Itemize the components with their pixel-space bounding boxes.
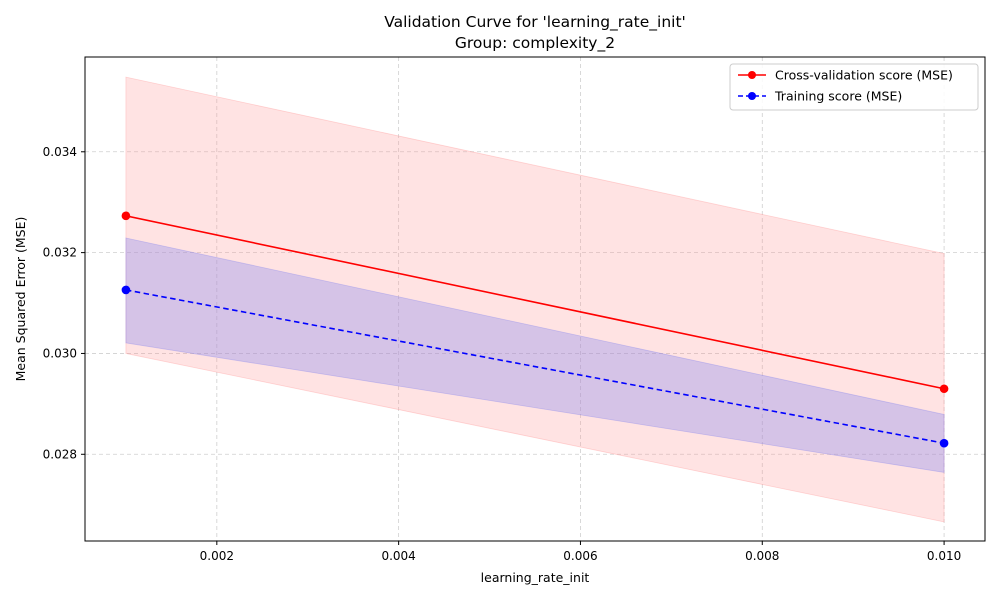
legend-swatch-train-marker <box>748 92 756 100</box>
cv-score-point <box>121 211 131 221</box>
legend-swatch-cv-marker <box>748 71 756 79</box>
training-score-point <box>121 285 131 295</box>
y-tick-label: 0.034 <box>43 145 77 159</box>
legend-box <box>729 63 979 111</box>
cv-std-band <box>125 76 945 523</box>
x-tick-label: 0.010 <box>927 549 961 563</box>
training-std-band <box>125 237 945 473</box>
y-axis-label: Mean Squared Error (MSE) <box>13 217 28 382</box>
legend: Cross-validation score (MSE) Training sc… <box>729 63 979 111</box>
legend-label-cv: Cross-validation score (MSE) <box>775 68 953 83</box>
y-tick-label: 0.030 <box>43 346 77 360</box>
legend-label-train: Training score (MSE) <box>774 89 902 104</box>
cv-score-line <box>125 215 945 390</box>
grid <box>85 57 985 541</box>
x-tick-label: 0.008 <box>745 549 779 563</box>
y-axis-ticks: 0.028 0.030 0.032 0.034 <box>43 145 85 461</box>
training-score-point <box>939 438 949 448</box>
cv-score-point <box>939 384 949 394</box>
x-tick-label: 0.006 <box>563 549 597 563</box>
training-score-line <box>125 289 945 444</box>
chart-subtitle: Group: complexity_2 <box>455 34 615 53</box>
y-tick-label: 0.028 <box>43 447 77 461</box>
x-axis-label: learning_rate_init <box>481 570 590 585</box>
plot-frame <box>84 56 986 542</box>
series-markers <box>121 211 949 448</box>
series-lines <box>125 215 945 444</box>
y-tick-label: 0.032 <box>43 246 77 260</box>
chart-title: Validation Curve for 'learning_rate_init… <box>384 13 686 32</box>
x-tick-label: 0.002 <box>200 549 234 563</box>
confidence-bands <box>125 76 945 523</box>
x-axis-ticks: 0.002 0.004 0.006 0.008 0.010 <box>200 541 961 563</box>
x-tick-label: 0.004 <box>381 549 415 563</box>
